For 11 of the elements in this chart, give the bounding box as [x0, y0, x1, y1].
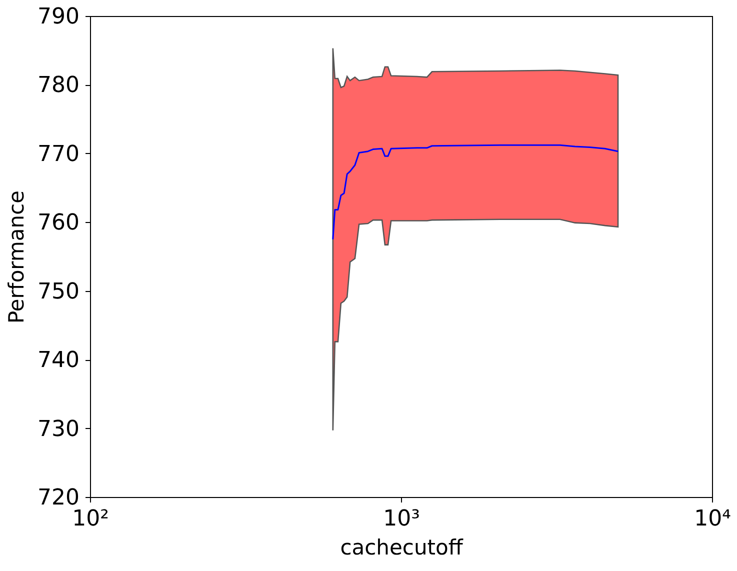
x-tick-label: 10⁴ [694, 506, 732, 532]
y-tick-label: 760 [38, 210, 80, 236]
y-tick-label: 780 [38, 73, 80, 98]
y-tick-label: 770 [38, 142, 80, 167]
y-tick-label: 740 [38, 348, 80, 374]
x-tick-label: 10³ [383, 506, 420, 532]
y-tick-label: 730 [38, 416, 80, 442]
y-axis-title: Performance [4, 190, 29, 324]
x-axis-title: cachecutoff [340, 536, 464, 560]
y-tick-label: 750 [38, 279, 80, 304]
y-tick-label: 790 [38, 4, 80, 30]
